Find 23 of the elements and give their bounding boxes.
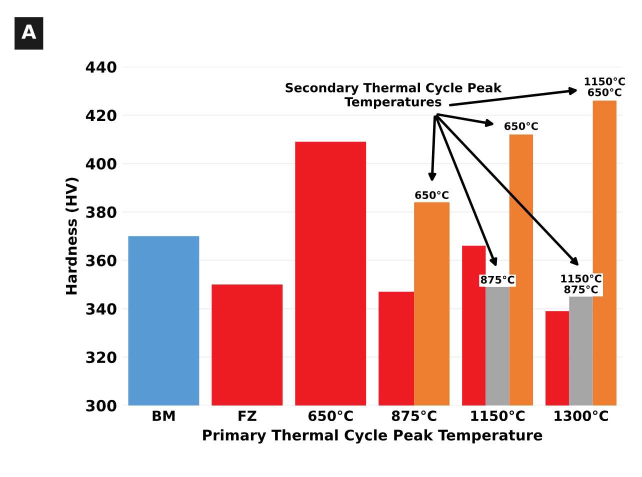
annotation: 1150°C 650°C xyxy=(584,77,625,96)
y-tick-label: 360 xyxy=(86,254,116,266)
annotation: 1150°C 875°C xyxy=(561,274,602,294)
text: A xyxy=(21,24,36,39)
annotation: 650°C xyxy=(504,122,538,130)
y-tick-label: 320 xyxy=(86,352,116,364)
x-axis-title: Primary Thermal Cycle Peak Temperature xyxy=(203,429,542,444)
y-tick-label: 300 xyxy=(86,400,116,412)
annotation: 875°C xyxy=(480,276,514,284)
x-tick-label: 650°C xyxy=(308,410,353,422)
y-tick-label: 380 xyxy=(86,206,116,218)
x-tick-label: 875°C xyxy=(392,410,436,422)
y-tick-label: 400 xyxy=(86,158,116,170)
x-tick-label: BM xyxy=(152,410,175,421)
y-tick-label: 340 xyxy=(86,303,116,315)
x-tick-label: FZ xyxy=(238,410,256,421)
x-tick-label: 1300°C xyxy=(554,410,608,422)
y-axis-title: Hardness (HV) xyxy=(66,178,79,294)
annotation: 650°C xyxy=(415,191,448,200)
y-tick-label: 440 xyxy=(86,61,116,73)
y-tick-label: 420 xyxy=(86,110,116,122)
annotation: Secondary Thermal Cycle Peak Temperatures xyxy=(286,82,502,109)
x-tick-label: 1150°C xyxy=(471,410,525,422)
